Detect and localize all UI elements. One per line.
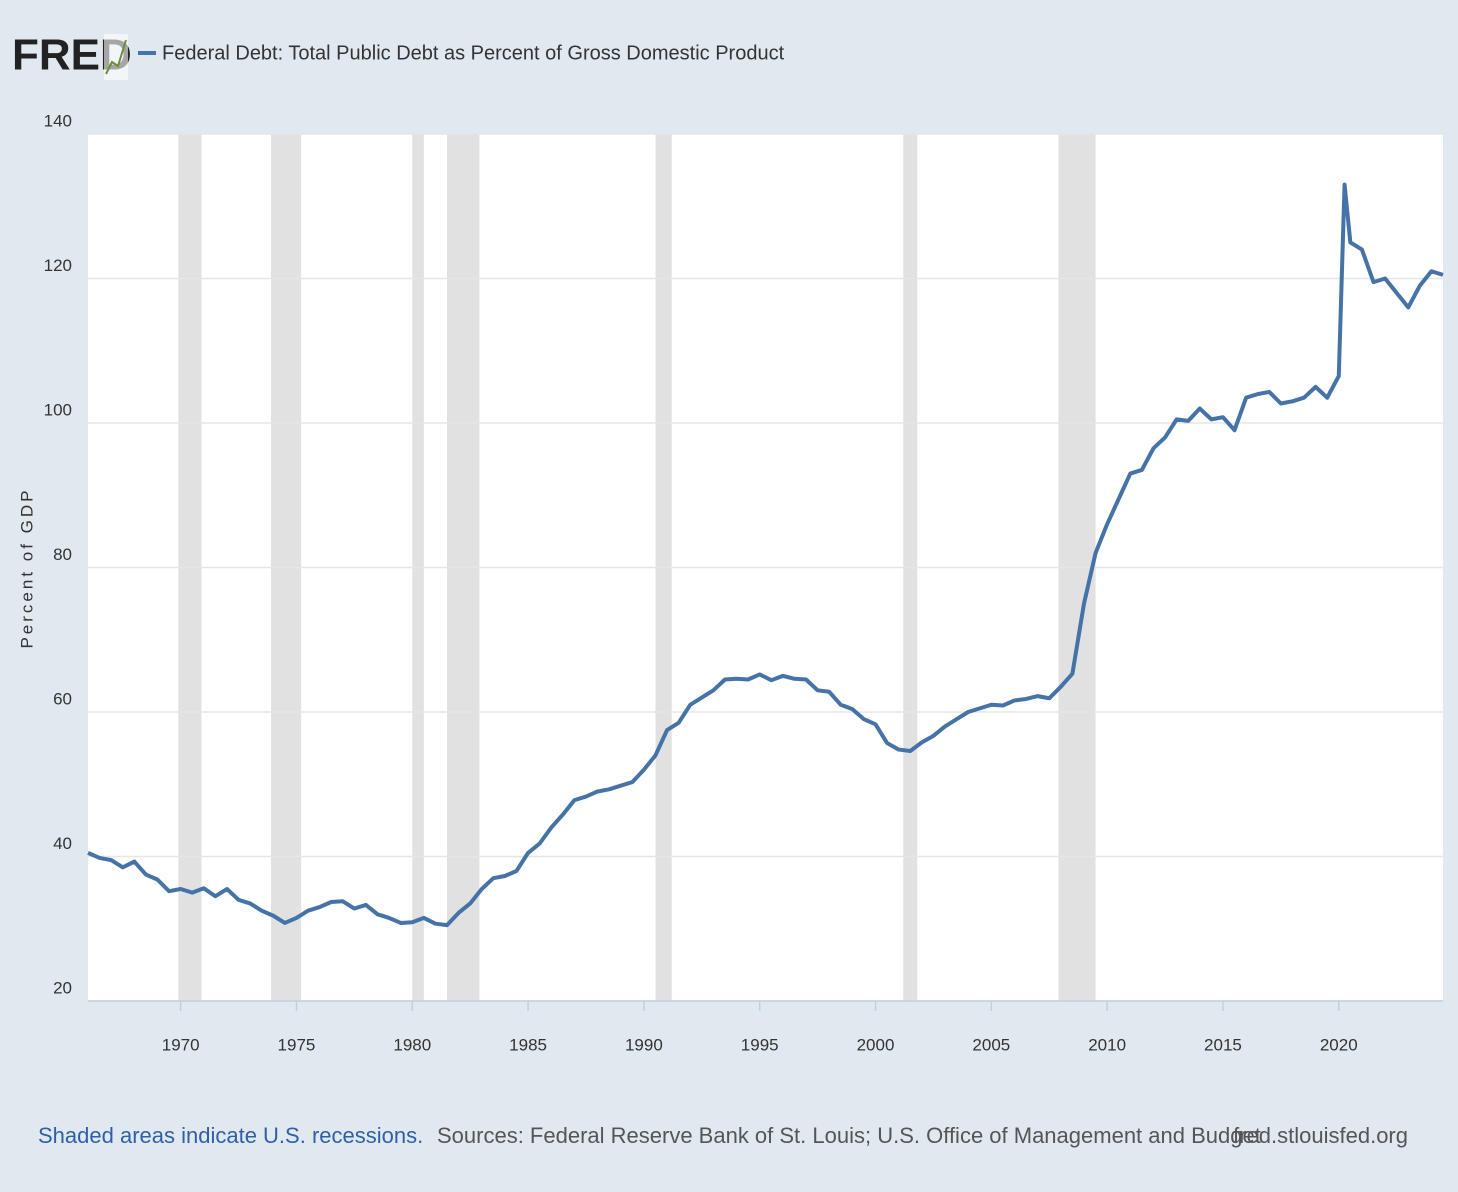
legend-swatch bbox=[138, 51, 156, 55]
logo-icon bbox=[104, 34, 128, 80]
logo-icon-line bbox=[105, 39, 127, 75]
x-tick-label: 1990 bbox=[625, 1035, 663, 1054]
plot bbox=[87, 133, 1444, 1002]
x-tick-label: 1975 bbox=[278, 1035, 316, 1054]
recession-note: Shaded areas indicate U.S. recessions. bbox=[38, 1123, 423, 1148]
url: fred.stlouisfed.org bbox=[1233, 1123, 1408, 1148]
y-tick-label: 60 bbox=[53, 689, 72, 708]
x-tick-label: 2010 bbox=[1088, 1035, 1126, 1054]
y-axis-label: Percent of GDP bbox=[17, 487, 36, 648]
x-tick-label: 2005 bbox=[972, 1035, 1010, 1054]
x-tick-label: 1970 bbox=[162, 1035, 200, 1054]
series-line bbox=[87, 182, 1444, 928]
x-tick-label: 2000 bbox=[857, 1035, 895, 1054]
y-tick-label: 100 bbox=[44, 400, 72, 419]
x-tick-label: 2020 bbox=[1320, 1035, 1358, 1054]
y-tick-label: 80 bbox=[53, 545, 72, 564]
y-tick-label: 140 bbox=[44, 111, 72, 130]
y-tick-label: 120 bbox=[44, 256, 72, 275]
y-tick-label: 40 bbox=[53, 834, 72, 853]
y-tick-label: 20 bbox=[53, 978, 72, 997]
x-tick-label: 1980 bbox=[393, 1035, 431, 1054]
x-tick-label: 2015 bbox=[1204, 1035, 1242, 1054]
legend-label: Federal Debt: Total Public Debt as Perce… bbox=[162, 42, 785, 64]
source: Sources: Federal Reserve Bank of St. Lou… bbox=[437, 1123, 1261, 1148]
x-tick-label: 1985 bbox=[509, 1035, 547, 1054]
x-tick-label: 1995 bbox=[741, 1035, 779, 1054]
